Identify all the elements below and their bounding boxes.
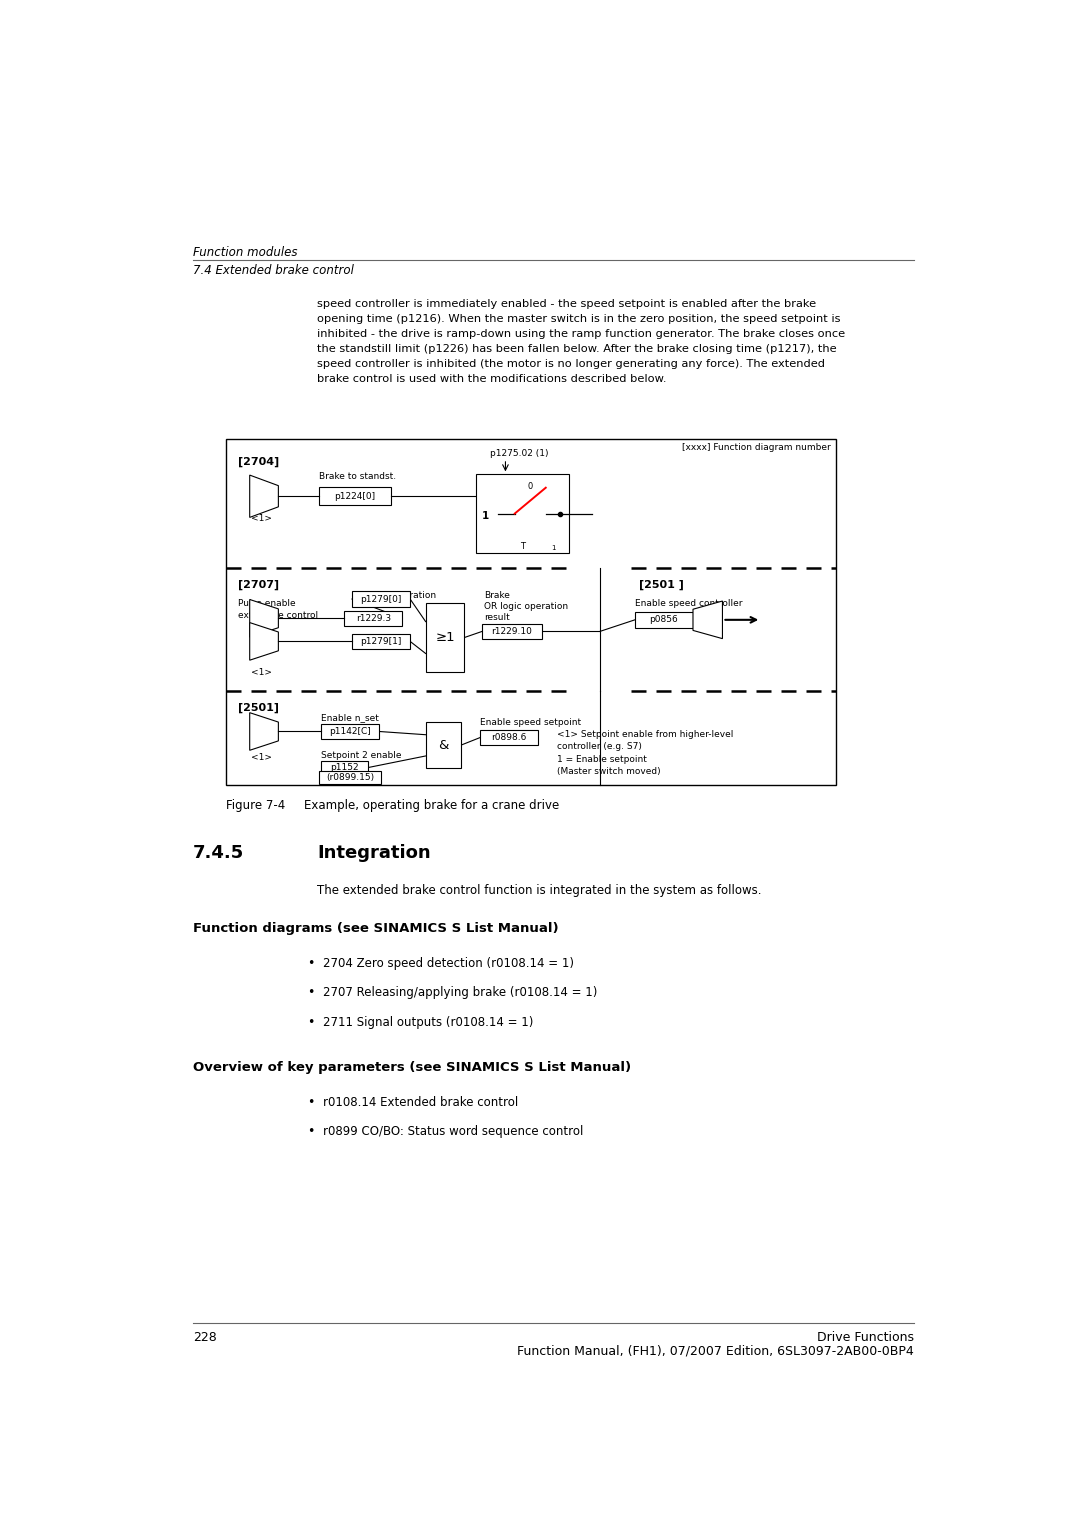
Text: (r0899.15): (r0899.15)	[326, 773, 375, 782]
Text: •: •	[307, 957, 314, 970]
Text: r0108.14 Extended brake control: r0108.14 Extended brake control	[323, 1096, 517, 1109]
Text: [2501]: [2501]	[238, 702, 279, 713]
Text: 2704 Zero speed detection (r0108.14 = 1): 2704 Zero speed detection (r0108.14 = 1)	[323, 957, 573, 970]
Text: •: •	[307, 1096, 314, 1109]
Bar	[321, 760, 367, 774]
Text: 0: 0	[528, 483, 532, 492]
Polygon shape	[249, 600, 279, 637]
Bar	[227, 438, 836, 785]
Polygon shape	[249, 623, 279, 660]
Text: Enable speed setpoint: Enable speed setpoint	[480, 718, 581, 727]
Text: brake control is used with the modifications described below.: brake control is used with the modificat…	[318, 374, 666, 383]
Text: p1279[0]: p1279[0]	[361, 594, 402, 603]
Bar	[345, 611, 403, 626]
Text: •: •	[307, 986, 314, 999]
Text: inhibited - the drive is ramp-down using the ramp function generator. The brake : inhibited - the drive is ramp-down using…	[318, 328, 846, 339]
Text: p1142[C]: p1142[C]	[329, 727, 370, 736]
Text: 2707 Releasing/applying brake (r0108.14 = 1): 2707 Releasing/applying brake (r0108.14 …	[323, 986, 597, 999]
Text: Brake to standst.: Brake to standst.	[319, 472, 395, 481]
Text: 2711 Signal outputs (r0108.14 = 1): 2711 Signal outputs (r0108.14 = 1)	[323, 1015, 532, 1029]
Text: [2707]: [2707]	[238, 580, 280, 589]
Text: The extended brake control function is integrated in the system as follows.: The extended brake control function is i…	[318, 884, 761, 896]
Text: <1>: <1>	[251, 669, 272, 678]
Bar	[480, 730, 538, 745]
Bar	[482, 623, 542, 640]
Text: Function Manual, (FH1), 07/2007 Edition, 6SL3097-2AB00-0BP4: Function Manual, (FH1), 07/2007 Edition,…	[517, 1344, 914, 1358]
Text: result: result	[484, 612, 510, 621]
Text: p1152: p1152	[329, 764, 359, 773]
Text: Pulse enable: Pulse enable	[238, 599, 296, 608]
Text: OR logic operation: OR logic operation	[352, 591, 436, 600]
Text: Enable speed controller: Enable speed controller	[635, 599, 742, 608]
Polygon shape	[249, 475, 279, 518]
Text: 1: 1	[482, 512, 489, 521]
Text: 7.4 Extended brake control: 7.4 Extended brake control	[193, 264, 354, 276]
Text: opening time (p1216). When the master switch is in the zero position, the speed : opening time (p1216). When the master sw…	[318, 313, 840, 324]
Bar	[426, 603, 464, 672]
Bar	[476, 475, 569, 553]
Text: the standstill limit (p1226) has been fallen below. After the brake closing time: the standstill limit (p1226) has been fa…	[318, 344, 837, 354]
Text: p1279[1]: p1279[1]	[361, 637, 402, 646]
Bar	[352, 591, 410, 606]
Bar	[426, 722, 460, 768]
Text: Drive Functions: Drive Functions	[816, 1330, 914, 1344]
Text: <1>: <1>	[251, 753, 272, 762]
Text: Integration: Integration	[318, 844, 431, 861]
Bar	[319, 487, 391, 505]
Bar	[320, 771, 381, 783]
Text: [2704]: [2704]	[238, 457, 280, 467]
Text: •: •	[307, 1125, 314, 1138]
Text: T: T	[519, 542, 525, 551]
Text: ≥1: ≥1	[435, 631, 455, 644]
Text: [xxxx] Function diagram number: [xxxx] Function diagram number	[683, 443, 831, 452]
Text: <1> Setpoint enable from higher-level
controller (e.g. S7)
1 = Enable setpoint
(: <1> Setpoint enable from higher-level co…	[557, 730, 733, 776]
Text: OR logic operation: OR logic operation	[484, 602, 568, 611]
Text: Function modules: Function modules	[193, 246, 298, 260]
Bar	[635, 612, 693, 628]
Polygon shape	[693, 602, 723, 638]
Polygon shape	[249, 713, 279, 750]
Text: 7.4.5: 7.4.5	[193, 844, 244, 861]
Text: Function diagrams (see SINAMICS S List Manual): Function diagrams (see SINAMICS S List M…	[193, 922, 558, 936]
Text: Brake: Brake	[484, 591, 510, 600]
Text: Overview of key parameters (see SINAMICS S List Manual): Overview of key parameters (see SINAMICS…	[193, 1061, 631, 1073]
Bar	[352, 634, 410, 649]
Text: <1>: <1>	[251, 515, 272, 524]
Text: Setpoint 2 enable: Setpoint 2 enable	[321, 751, 402, 760]
Text: speed controller is immediately enabled - the speed setpoint is enabled after th: speed controller is immediately enabled …	[318, 299, 816, 308]
Text: ext. brake control: ext. brake control	[238, 611, 319, 620]
Text: r0898.6: r0898.6	[491, 733, 527, 742]
Text: •: •	[307, 1015, 314, 1029]
Text: p1275.02 (1): p1275.02 (1)	[490, 449, 549, 458]
Text: 228: 228	[193, 1330, 217, 1344]
Text: [2501 ]: [2501 ]	[638, 580, 684, 589]
Text: p1224[0]: p1224[0]	[334, 492, 375, 501]
Text: r0899 CO/BO: Status word sequence control: r0899 CO/BO: Status word sequence contro…	[323, 1125, 583, 1138]
Bar	[321, 724, 379, 739]
Text: &: &	[437, 739, 448, 751]
Text: 1: 1	[551, 545, 556, 551]
Text: Enable n_set: Enable n_set	[321, 713, 379, 722]
Text: r1229.3: r1229.3	[355, 614, 391, 623]
Text: Figure 7-4     Example, operating brake for a crane drive: Figure 7-4 Example, operating brake for …	[227, 799, 559, 812]
Text: r1229.10: r1229.10	[491, 628, 532, 635]
Text: speed controller is inhibited (the motor is no longer generating any force). The: speed controller is inhibited (the motor…	[318, 359, 825, 370]
Text: p0856: p0856	[649, 615, 678, 625]
